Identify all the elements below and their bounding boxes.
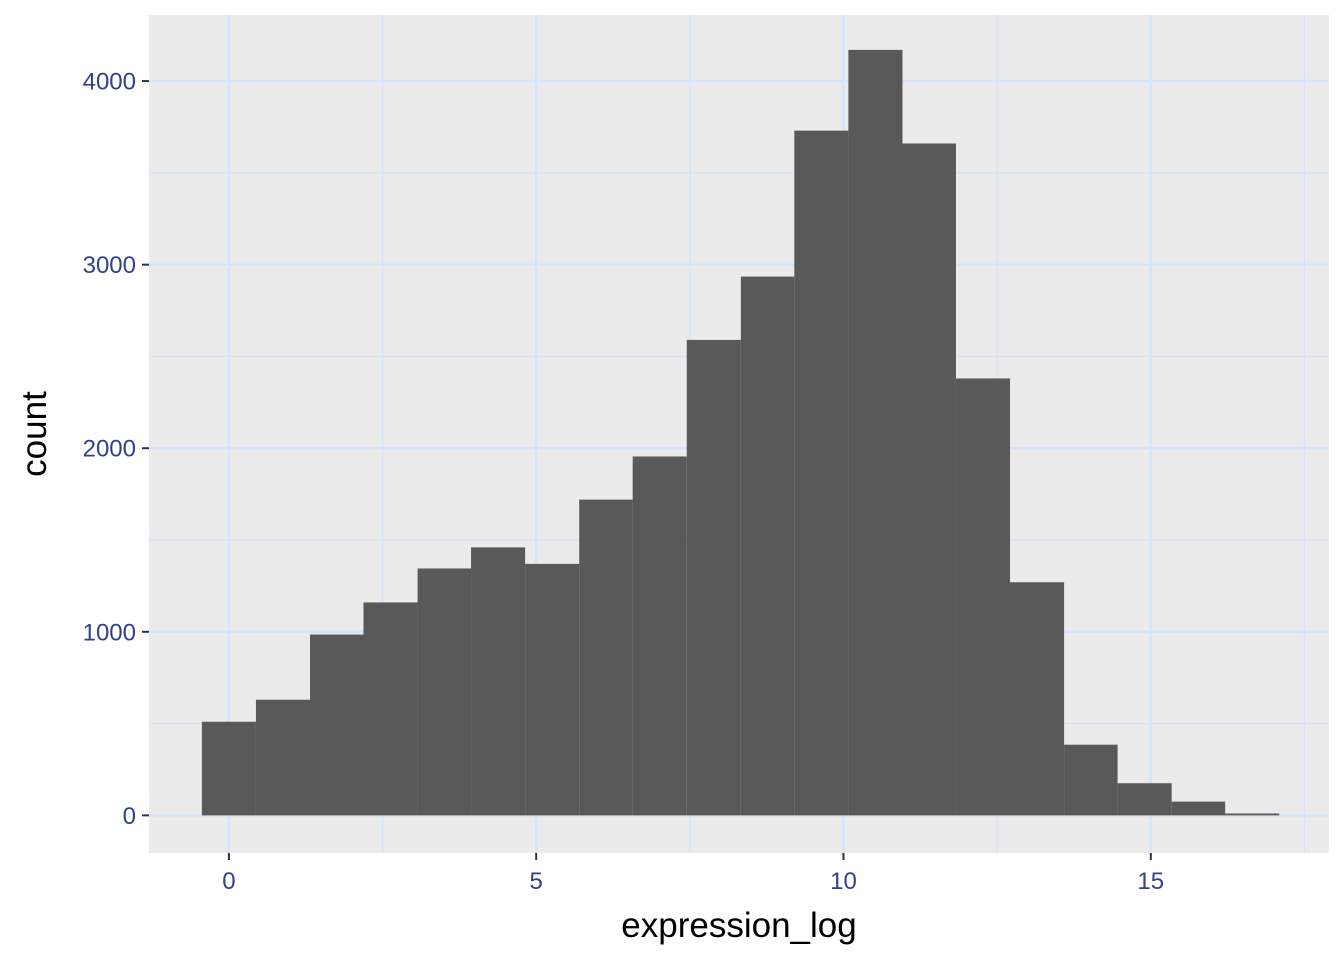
x-tick-label: 10 [830, 868, 857, 895]
histogram-bar-13 [902, 143, 956, 816]
x-tick-label: 15 [1137, 868, 1164, 895]
x-axis-title: expression_log [621, 906, 856, 945]
y-tick-label: 1000 [83, 619, 136, 646]
axis-ticks [142, 80, 1152, 860]
x-tick-label: 5 [530, 868, 543, 895]
histogram-bar-1 [255, 699, 311, 816]
y-tick-label: 2000 [83, 436, 136, 463]
x-tick-label: 0 [222, 868, 235, 895]
y-tick-label: 0 [123, 803, 136, 830]
histogram-bar-5 [471, 547, 526, 816]
histogram-bar-7 [579, 499, 633, 816]
histogram-bar-16 [1064, 744, 1118, 816]
histogram-bar-19 [1225, 813, 1280, 816]
histogram-bar-4 [417, 568, 472, 816]
histogram-bar-17 [1117, 783, 1172, 816]
histogram-bar-11 [794, 130, 849, 816]
x-axis-tick-labels: 0 5 10 15 [222, 868, 1164, 895]
y-tick-label: 4000 [83, 69, 136, 96]
histogram-bar-8 [632, 456, 687, 816]
histogram-bar-3 [363, 602, 418, 816]
histogram-bar-14 [955, 378, 1011, 816]
histogram-bar-9 [686, 339, 741, 816]
histogram-bar-18 [1171, 801, 1226, 816]
histogram-bar-15 [1010, 582, 1065, 816]
y-tick-label: 3000 [83, 252, 136, 279]
histogram-bar-2 [310, 634, 364, 816]
histogram-bar-6 [525, 563, 580, 816]
y-axis-tick-labels: 0 1000 2000 3000 4000 [83, 69, 136, 830]
y-axis-title: count [15, 391, 54, 477]
histogram-bar-12 [848, 49, 903, 816]
histogram-bar-10 [740, 276, 795, 816]
histogram-bar-0 [201, 721, 256, 816]
histogram-bars [201, 49, 1280, 816]
